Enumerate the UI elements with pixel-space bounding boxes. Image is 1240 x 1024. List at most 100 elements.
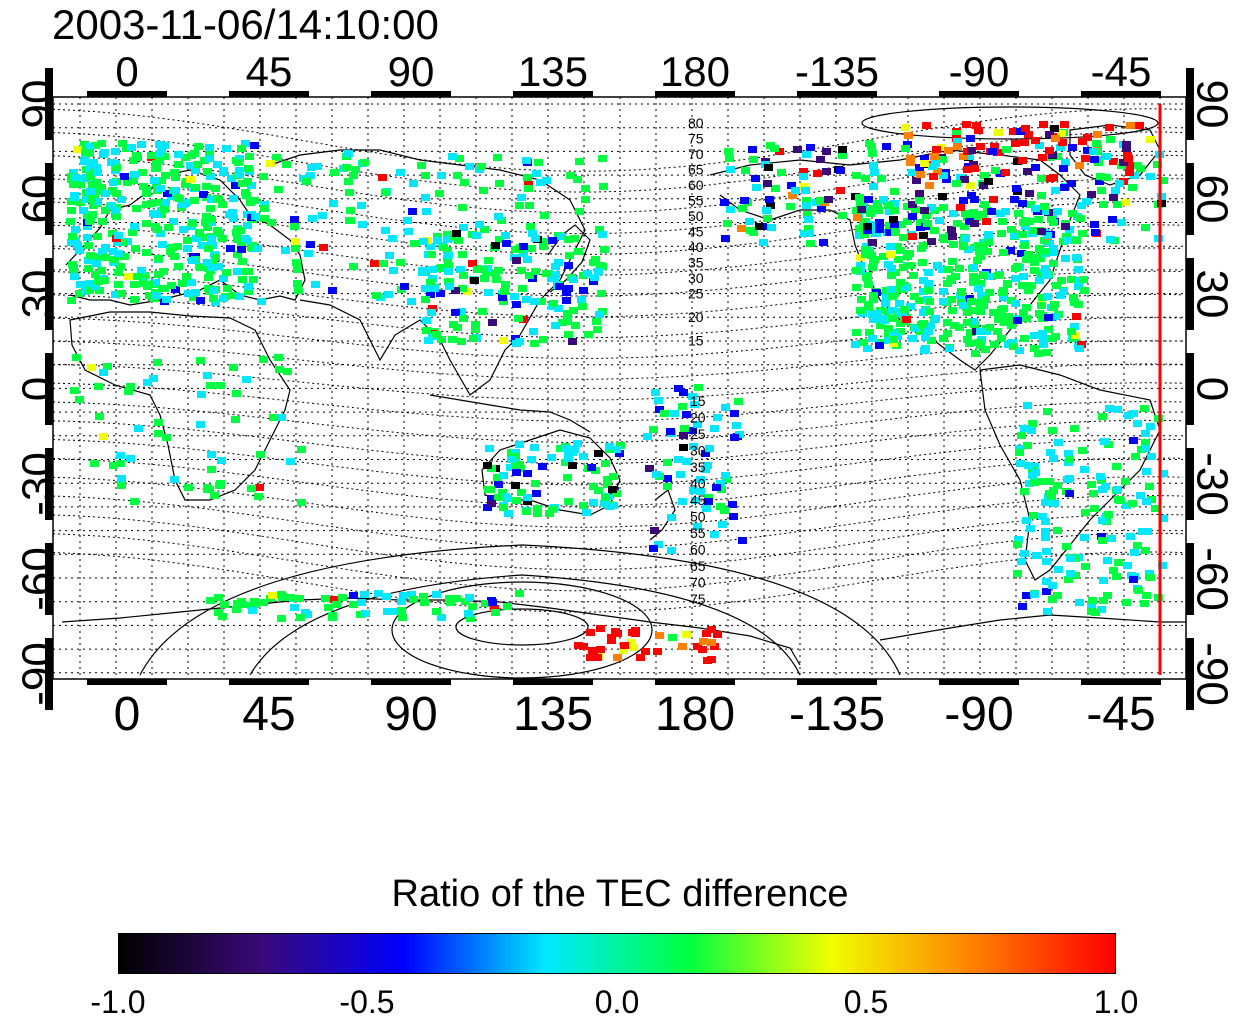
tec-pixel	[903, 218, 912, 225]
tec-pixel	[596, 625, 605, 632]
tec-pixel	[127, 144, 136, 151]
tec-pixel	[88, 211, 97, 218]
tec-pixel	[251, 213, 260, 220]
tec-pixel	[879, 196, 888, 203]
tec-pixel	[952, 180, 961, 187]
tec-pixel	[274, 186, 283, 193]
tec-pixel	[1014, 210, 1023, 217]
tec-pixel	[1119, 159, 1128, 166]
tec-pixel	[571, 322, 580, 329]
tec-pixel	[869, 205, 878, 212]
tec-pixel	[589, 483, 598, 490]
tec-pixel	[994, 316, 1003, 323]
tec-pixel	[875, 226, 884, 233]
tec-pixel	[1049, 260, 1058, 267]
tec-pixel	[1016, 128, 1025, 135]
tec-pixel	[203, 372, 212, 379]
tec-pixel	[925, 298, 934, 305]
tec-pixel	[979, 182, 988, 189]
tec-pixel	[755, 223, 764, 230]
tec-pixel	[1062, 233, 1071, 240]
tec-pixel	[980, 172, 989, 179]
tec-pixel	[931, 160, 940, 167]
tec-pixel	[237, 246, 246, 253]
tec-pixel	[902, 316, 911, 323]
tec-pixel	[949, 241, 958, 248]
tec-pixel	[244, 165, 253, 172]
tec-pixel	[775, 148, 784, 155]
tec-pixel	[838, 152, 847, 159]
tec-pixel	[68, 233, 77, 240]
tec-pixel	[451, 287, 460, 294]
tec-pixel	[247, 485, 256, 492]
tec-pixel	[1140, 600, 1149, 607]
tec-pixel	[1158, 562, 1167, 569]
tec-pixel	[92, 260, 101, 267]
tec-pixel	[865, 329, 874, 336]
tec-pixel	[924, 280, 933, 287]
tec-pixel	[1015, 445, 1024, 452]
tec-pixel	[856, 307, 865, 314]
tec-pixel	[982, 218, 991, 225]
tec-pixel	[67, 297, 76, 304]
tec-pixel	[730, 410, 739, 417]
tec-pixel	[1010, 232, 1019, 239]
tec-pixel	[487, 495, 496, 502]
tec-pixel	[888, 315, 897, 322]
tec-pixel	[83, 223, 92, 230]
tec-pixel	[1063, 237, 1072, 244]
tec-pixel	[1030, 332, 1039, 339]
tec-pixel	[1124, 155, 1133, 162]
tec-pixel	[69, 169, 78, 176]
tec-pixel	[856, 201, 865, 208]
tec-pixel	[1039, 341, 1048, 348]
tec-pixel	[547, 454, 556, 461]
tec-pixel	[519, 243, 528, 250]
tec-pixel	[152, 165, 161, 172]
tec-pixel	[472, 232, 481, 239]
tec-pixel	[764, 164, 773, 171]
tec-pixel	[933, 262, 942, 269]
tec-pixel	[1030, 267, 1039, 274]
tec-pixel	[218, 613, 227, 620]
tec-pixel	[1134, 587, 1143, 594]
tec-pixel	[551, 271, 560, 278]
timestamp-title: 2003-11-06/14:10:00	[52, 1, 439, 48]
tec-pixel	[351, 166, 360, 173]
tec-pixel	[249, 276, 258, 283]
tec-pixel	[191, 184, 200, 191]
colorbar-tick: -0.5	[339, 984, 395, 1020]
tec-pixel	[275, 366, 284, 373]
tec-pixel	[186, 176, 195, 183]
tec-pixel	[938, 266, 947, 273]
lat-tick-label-right: -90	[1188, 642, 1237, 706]
tec-pixel	[938, 156, 947, 163]
tec-pixel	[191, 167, 200, 174]
tec-pixel	[643, 433, 652, 440]
lon-tick-label-bottom: -135	[789, 688, 885, 741]
tec-pixel	[182, 273, 191, 280]
tec-pixel	[939, 288, 948, 295]
tec-pixel	[188, 220, 197, 227]
tec-pixel	[173, 194, 182, 201]
tec-pixel	[475, 221, 484, 228]
tec-pixel	[874, 207, 883, 214]
tec-pixel	[997, 230, 1006, 237]
tec-pixel	[763, 180, 772, 187]
tec-pixel	[1001, 169, 1010, 176]
lon-tick-label-top: -135	[795, 48, 879, 95]
tec-pixel	[707, 639, 716, 646]
tec-pixel	[480, 275, 489, 282]
tec-pixel	[419, 238, 428, 245]
tec-pixel	[1009, 128, 1018, 135]
tec-pixel	[296, 614, 305, 621]
tec-pixel	[1113, 201, 1122, 208]
tec-pixel	[491, 270, 500, 277]
tec-pixel	[893, 243, 902, 250]
tec-pixel	[651, 389, 660, 396]
tec-pixel	[945, 345, 954, 352]
tec-pixel	[1024, 251, 1033, 258]
tec-pixel	[1078, 230, 1087, 237]
tec-pixel	[887, 265, 896, 272]
tec-pixel	[869, 162, 878, 169]
